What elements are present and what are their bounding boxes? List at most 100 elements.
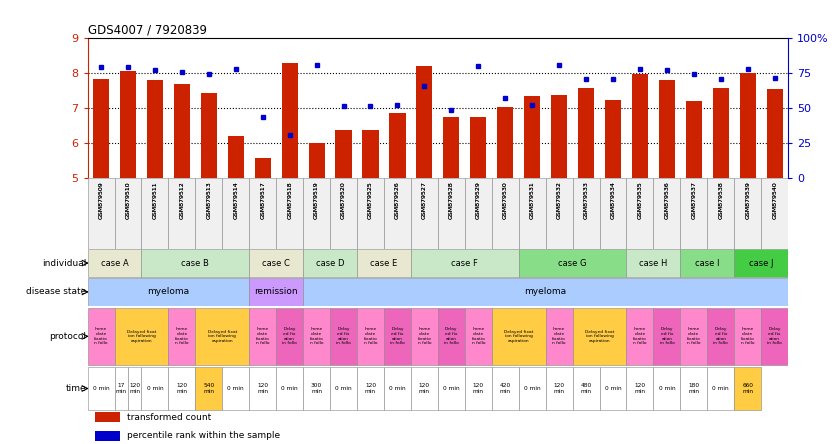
Text: case F: case F [451, 258, 478, 268]
Text: GSM879533: GSM879533 [584, 181, 589, 219]
Bar [524, 96, 540, 178]
FancyBboxPatch shape [411, 178, 438, 249]
Text: GSM879538: GSM879538 [718, 181, 723, 219]
FancyBboxPatch shape [195, 367, 223, 410]
FancyBboxPatch shape [195, 308, 249, 365]
FancyBboxPatch shape [626, 249, 681, 277]
Text: case B: case B [182, 258, 209, 268]
Text: GSM879540: GSM879540 [772, 181, 777, 219]
Text: GSM879529: GSM879529 [475, 181, 480, 219]
FancyBboxPatch shape [303, 367, 330, 410]
Text: 0 min: 0 min [389, 386, 406, 391]
FancyBboxPatch shape [114, 178, 142, 249]
FancyBboxPatch shape [653, 308, 681, 365]
FancyBboxPatch shape [114, 367, 128, 410]
Text: Imme
diate
fixatio
n follo: Imme diate fixatio n follo [552, 327, 566, 345]
Text: GSM879538: GSM879538 [718, 181, 723, 219]
FancyBboxPatch shape [330, 367, 357, 410]
FancyBboxPatch shape [357, 249, 411, 277]
FancyBboxPatch shape [276, 367, 303, 410]
Text: case C: case C [262, 258, 290, 268]
Text: Delay
ed fix
ation
in follo: Delay ed fix ation in follo [767, 327, 782, 345]
Text: GSM879529: GSM879529 [475, 181, 480, 219]
Bar [686, 101, 702, 178]
Text: GSM879511: GSM879511 [153, 181, 158, 219]
FancyBboxPatch shape [465, 308, 492, 365]
FancyBboxPatch shape [357, 367, 384, 410]
Text: GSM879537: GSM879537 [691, 181, 696, 219]
Text: Imme
diate
fixatio
n follo: Imme diate fixatio n follo [309, 327, 324, 345]
Text: 120
min: 120 min [635, 383, 646, 394]
Bar [94, 431, 120, 440]
Text: GDS4007 / 7920839: GDS4007 / 7920839 [88, 24, 207, 36]
Text: Delay
ed fix
ation
in follo: Delay ed fix ation in follo [282, 327, 297, 345]
FancyBboxPatch shape [707, 178, 734, 249]
Text: case H: case H [639, 258, 667, 268]
FancyBboxPatch shape [303, 278, 788, 306]
Text: GSM879525: GSM879525 [368, 181, 373, 219]
FancyBboxPatch shape [707, 367, 734, 410]
Text: GSM879511: GSM879511 [153, 181, 158, 219]
Text: GSM879527: GSM879527 [422, 181, 427, 219]
Text: 0 min: 0 min [93, 386, 109, 391]
FancyBboxPatch shape [223, 178, 249, 249]
Bar [147, 80, 163, 178]
FancyBboxPatch shape [249, 367, 276, 410]
Bar [659, 80, 675, 178]
Text: 180
min: 180 min [688, 383, 700, 394]
Text: 120
min: 120 min [365, 383, 376, 394]
Bar [766, 90, 783, 178]
Text: GSM879530: GSM879530 [503, 181, 508, 219]
Text: Imme
diate
fixatio
n follo: Imme diate fixatio n follo [364, 327, 377, 345]
Text: case I: case I [695, 258, 720, 268]
FancyBboxPatch shape [168, 178, 195, 249]
Text: GSM879517: GSM879517 [260, 181, 265, 219]
FancyBboxPatch shape [519, 367, 545, 410]
Text: Delay
ed fix
ation
in follo: Delay ed fix ation in follo [713, 327, 728, 345]
Text: Delay
ed fix
ation
in follo: Delay ed fix ation in follo [336, 327, 351, 345]
Bar [470, 117, 486, 178]
Text: GSM879527: GSM879527 [422, 181, 427, 219]
FancyBboxPatch shape [303, 178, 330, 249]
Text: GSM879536: GSM879536 [665, 181, 670, 219]
Text: 0 min: 0 min [147, 386, 163, 391]
Bar [713, 88, 729, 178]
FancyBboxPatch shape [438, 308, 465, 365]
Text: case G: case G [558, 258, 587, 268]
Text: Imme
diate
fixatio
n follo: Imme diate fixatio n follo [94, 327, 108, 345]
Text: 120
min: 120 min [473, 383, 484, 394]
Text: 0 min: 0 min [281, 386, 298, 391]
Text: GSM879533: GSM879533 [584, 181, 589, 219]
Bar [740, 73, 756, 178]
Bar [309, 143, 324, 178]
Text: Imme
diate
fixatio
n follo: Imme diate fixatio n follo [687, 327, 701, 345]
FancyBboxPatch shape [734, 249, 788, 277]
Text: GSM879539: GSM879539 [746, 181, 751, 219]
FancyBboxPatch shape [88, 278, 249, 306]
Text: GSM879514: GSM879514 [234, 181, 239, 219]
FancyBboxPatch shape [626, 367, 653, 410]
Text: Imme
diate
fixatio
n follo: Imme diate fixatio n follo [741, 327, 755, 345]
Bar [201, 93, 217, 178]
Text: GSM879514: GSM879514 [234, 181, 239, 219]
FancyBboxPatch shape [707, 308, 734, 365]
FancyBboxPatch shape [411, 367, 438, 410]
Text: 480
min: 480 min [580, 383, 591, 394]
Text: GSM879513: GSM879513 [206, 181, 211, 219]
FancyBboxPatch shape [492, 178, 519, 249]
FancyBboxPatch shape [357, 308, 384, 365]
FancyBboxPatch shape [653, 367, 681, 410]
Text: GSM879509: GSM879509 [98, 181, 103, 219]
Text: Delay
ed fix
ation
in follo: Delay ed fix ation in follo [390, 327, 404, 345]
FancyBboxPatch shape [303, 308, 330, 365]
Text: 0 min: 0 min [228, 386, 244, 391]
Text: GSM879528: GSM879528 [449, 181, 454, 219]
Bar [389, 113, 405, 178]
FancyBboxPatch shape [681, 367, 707, 410]
FancyBboxPatch shape [761, 178, 788, 249]
FancyBboxPatch shape [195, 178, 223, 249]
Text: 0 min: 0 min [443, 386, 460, 391]
FancyBboxPatch shape [573, 308, 626, 365]
FancyBboxPatch shape [600, 367, 626, 410]
Text: GSM879526: GSM879526 [395, 181, 400, 219]
